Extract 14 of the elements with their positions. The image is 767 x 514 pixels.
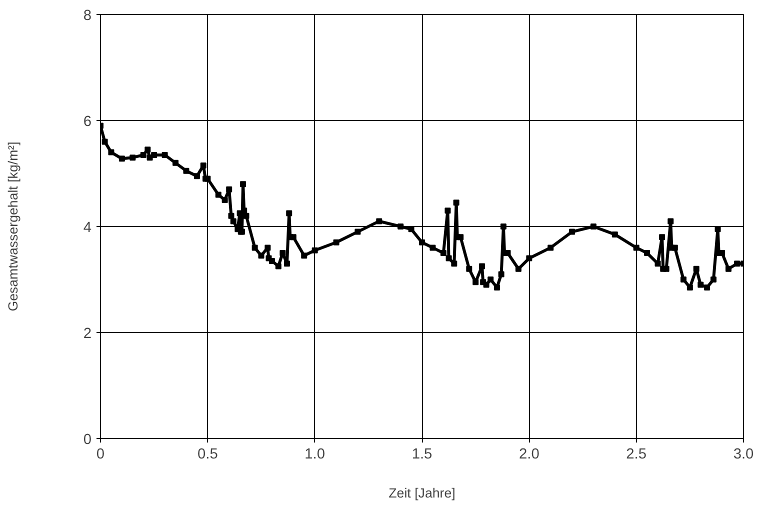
x-tick-label: 1.5: [412, 446, 432, 462]
y-tick-label: 0: [83, 432, 92, 448]
x-tick-label: 3.0: [733, 446, 754, 462]
y-tick-label: 4: [83, 220, 92, 236]
x-tick-label: 2.5: [626, 446, 647, 462]
x-tick-label: 1.0: [304, 446, 326, 462]
x-axis-title: Zeit [Jahre]: [388, 486, 456, 500]
x-tick-label: 2.0: [518, 446, 540, 462]
y-tick-label: 6: [83, 114, 92, 130]
y-axis-title: Gesamtwassergehalt [kg/m²]: [5, 142, 20, 312]
y-tick-label: 8: [83, 8, 92, 24]
x-tick-label: 0.5: [197, 446, 218, 462]
x-tick-label: 0: [96, 446, 105, 462]
y-tick-label: 2: [83, 326, 92, 342]
